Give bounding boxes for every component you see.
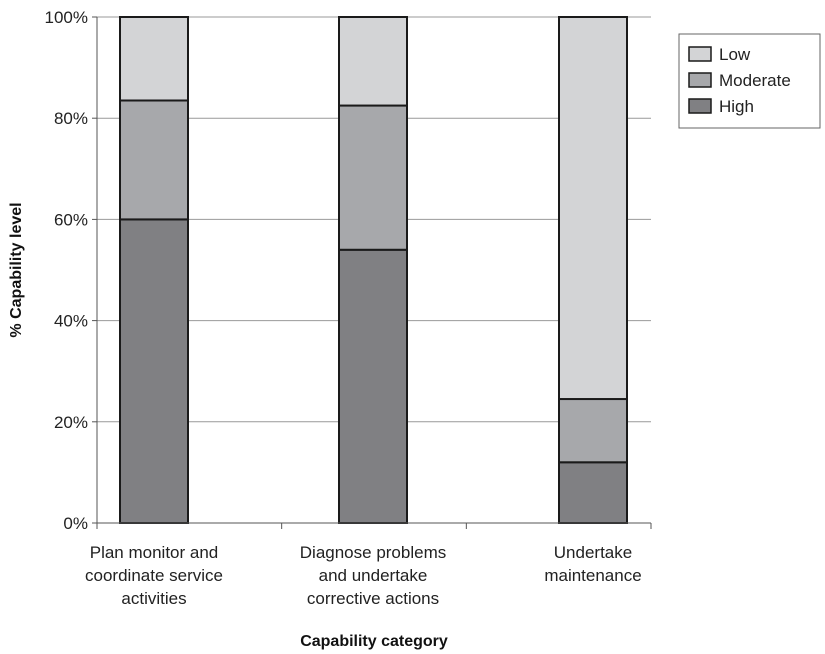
bar-segment-moderate [338, 104, 408, 251]
legend-label-moderate: Moderate [719, 71, 791, 90]
x-category-label: Undertake maintenance [544, 543, 641, 585]
bar-segment-moderate [558, 398, 628, 464]
bars [119, 16, 628, 524]
y-tick-label: 0% [63, 514, 88, 533]
bar-segment-low [119, 16, 189, 102]
y-tick-labels: 0% 20% 40% 60% 80% 100% [45, 8, 88, 533]
x-category-label: Plan monitor and coordinate service activi… [85, 543, 223, 608]
y-tick-label: 60% [54, 210, 88, 229]
bar-segment-low [558, 16, 628, 401]
x-category-labels: Plan monitor and coordinate service activi… [85, 543, 642, 608]
legend-label-low: Low [719, 45, 751, 64]
legend-swatch-high [688, 98, 712, 114]
bar-segment-high [558, 461, 628, 524]
legend: Low Moderate High [678, 33, 821, 129]
bar-segment-high [338, 248, 408, 524]
y-tick-label: 20% [54, 413, 88, 432]
y-tick-label: 100% [45, 8, 88, 27]
legend-swatch-low [688, 46, 712, 62]
x-category-label: Diagnose problems and undertake corrective… [300, 543, 446, 608]
bar-segment-moderate [119, 99, 189, 221]
legend-label-high: High [719, 97, 754, 116]
y-tick-label: 80% [54, 109, 88, 128]
y-tick-label: 40% [54, 312, 88, 331]
legend-swatch-moderate [688, 72, 712, 88]
axes [96, 17, 652, 529]
bar-segment-low [338, 16, 408, 107]
y-axis-title: % Capability level [8, 202, 25, 337]
x-axis-title: Capability category [300, 633, 448, 650]
bar-segment-high [119, 218, 189, 524]
